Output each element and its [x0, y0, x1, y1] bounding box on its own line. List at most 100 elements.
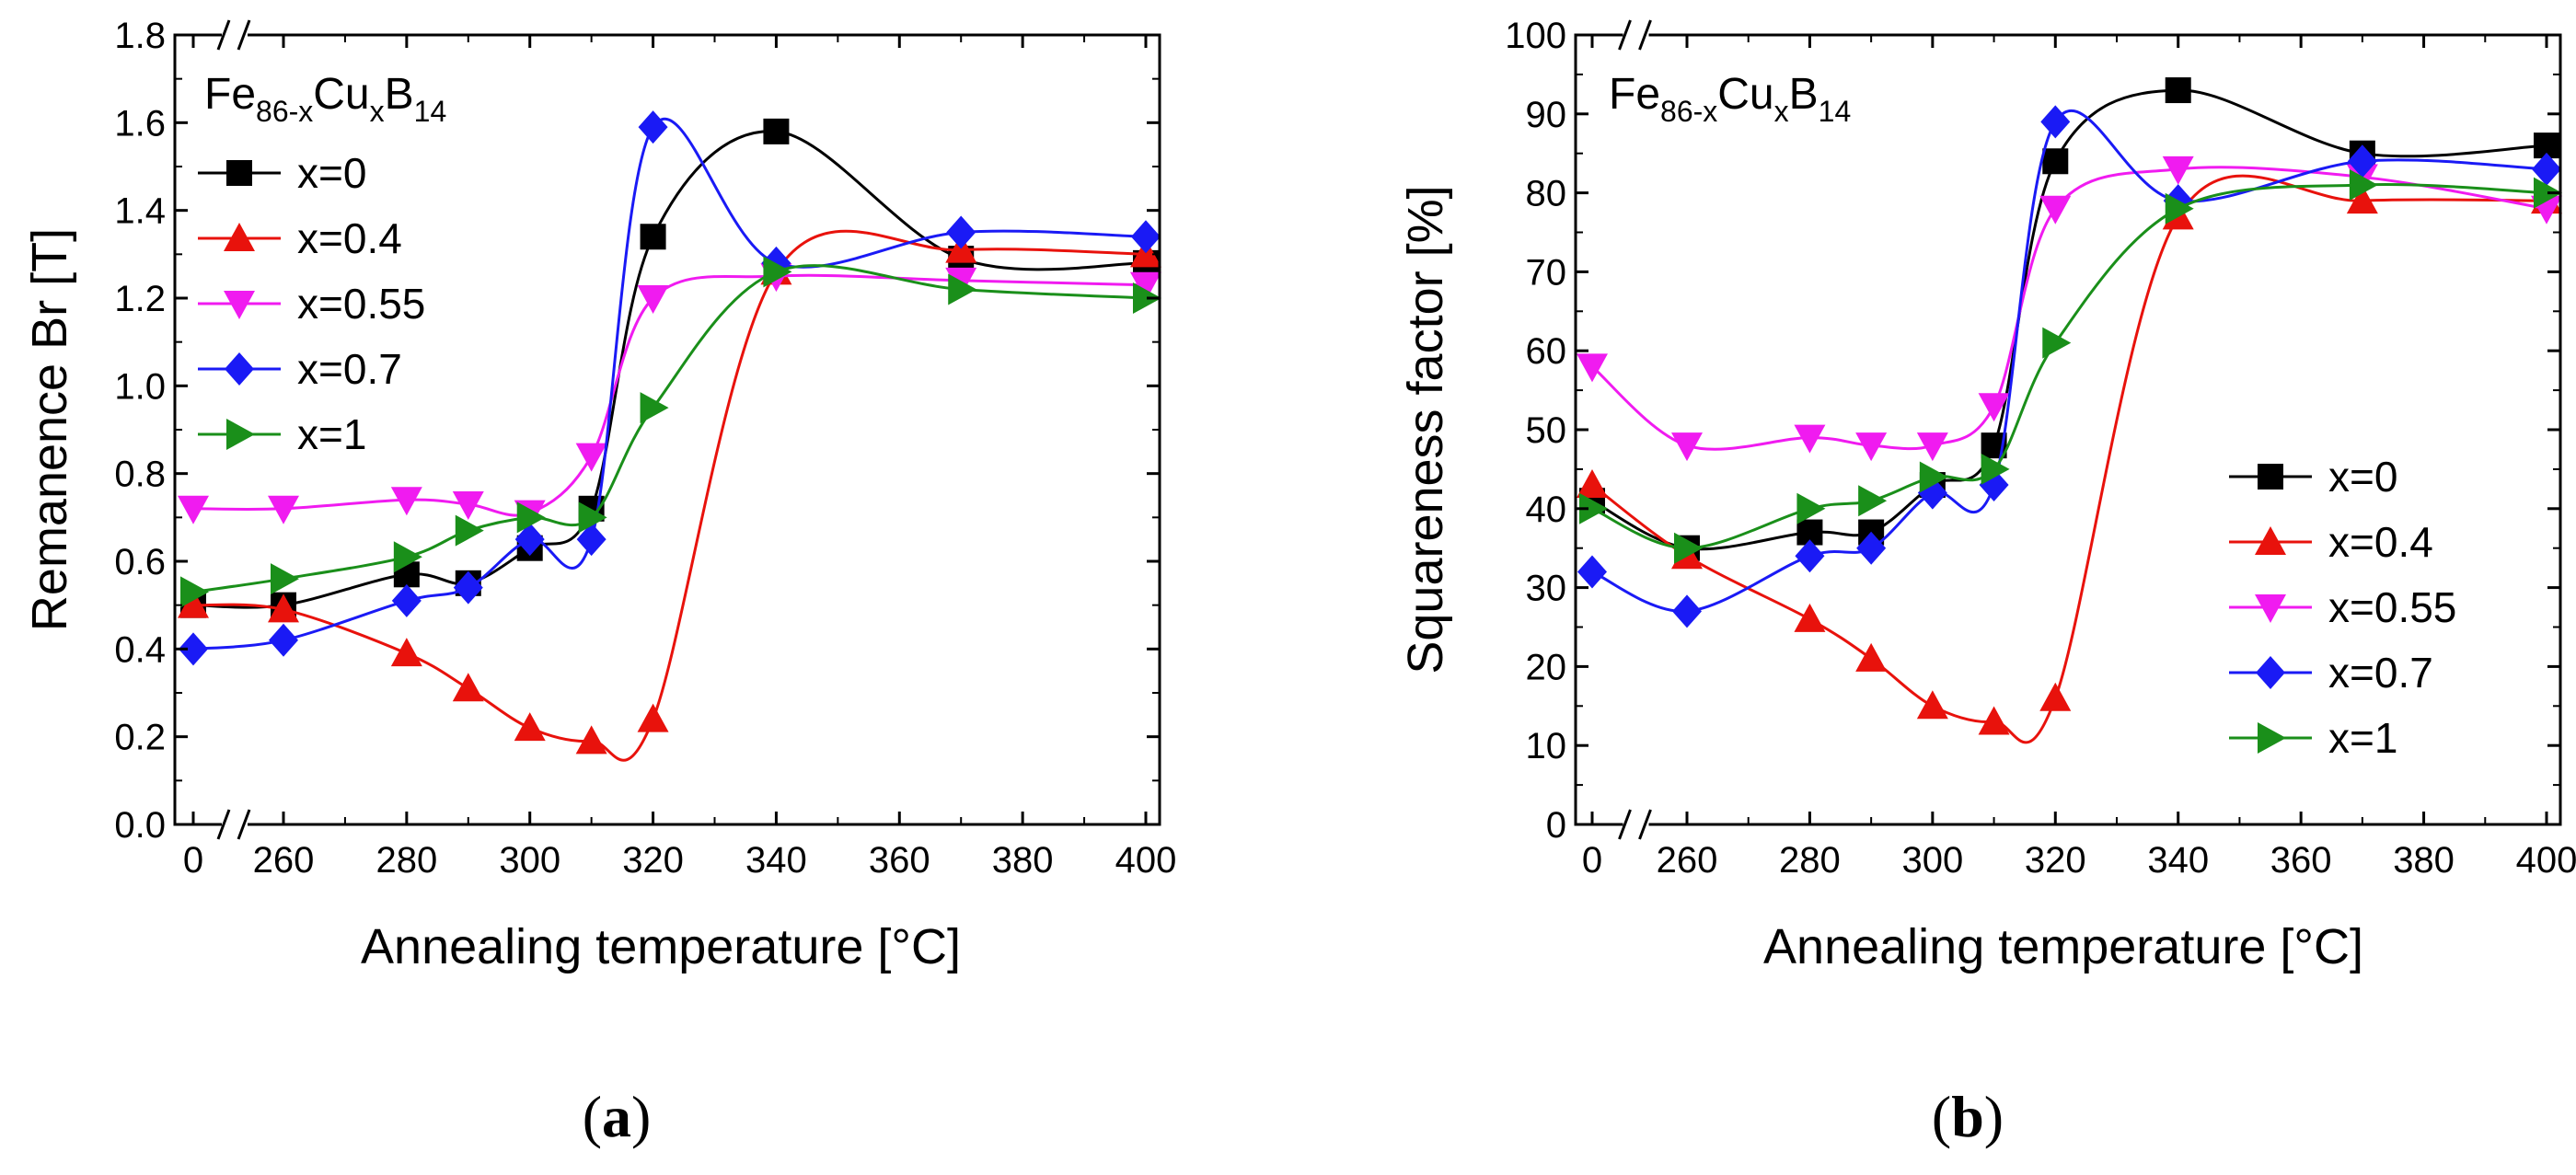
legend-marker-x=1: [2258, 722, 2286, 754]
data-point-x=0.55: [1671, 432, 1703, 462]
axis-break-gap-top: [1623, 30, 1649, 40]
data-point-x=0: [2165, 77, 2191, 104]
formula-label-b: Fe86-xCuxB14: [1609, 70, 1851, 128]
x-tick-label: 380: [2393, 840, 2455, 881]
x-tick-label: 400: [2516, 840, 2576, 881]
data-point-x=0.4: [390, 638, 422, 667]
chart-panel-a: 0.0 0.2 0.4 0.6 0.8 1.0 1.2 1.4 1.6 1.8 0 260 280 300…: [22, 16, 1176, 1149]
data-point-x=0.4: [1916, 690, 1948, 720]
legend-label: x=0.55: [2328, 583, 2456, 631]
data-point-x=0.55: [2039, 195, 2072, 225]
tick-layer-a: 0.0 0.2 0.4 0.6 0.8 1.0 1.2 1.4 1.6 1.8 0 260 280 300…: [114, 16, 1176, 881]
data-point-x=0.55: [575, 443, 607, 472]
axis-break-gap-bottom: [1623, 820, 1649, 829]
axis-break-slash: [1638, 19, 1652, 51]
data-point-x=1: [2349, 169, 2378, 202]
y-tick-label: 1.8: [114, 16, 166, 56]
x-tick-label: 300: [1901, 840, 1963, 881]
y-axis-title-b: Squareness factor [%]: [1398, 185, 1453, 674]
data-point-x=0.7: [1795, 539, 1825, 573]
chart-panel-b: 0 10 20 30 40 50 60 70 80 90 100 0 260 280 300 320 340 36…: [1398, 16, 2576, 1149]
y-tick-label: 0.4: [114, 629, 166, 670]
data-point-x=1: [516, 501, 546, 534]
legend-a: x=0 x=0.4 x=0.55 x=0.7 x=1: [198, 149, 425, 458]
data-point-x=1: [2042, 327, 2072, 359]
series-layer-b: [1577, 77, 2562, 744]
axis-break-gap-bottom: [222, 820, 248, 829]
y-tick-label: 0.0: [114, 805, 166, 846]
data-point-x=0.55: [268, 495, 299, 524]
data-point-x=1: [640, 392, 669, 424]
axis-break-slash: [237, 19, 251, 51]
x-tick-label: 320: [622, 840, 684, 881]
data-point-x=0: [763, 118, 790, 144]
data-point-x=0.4: [514, 712, 546, 742]
data-point-x=0.4: [1978, 706, 2010, 735]
legend-marker-x=0.4: [2255, 526, 2286, 555]
legend-b: x=0 x=0.4 x=0.55 x=0.7 x=1: [2229, 453, 2456, 762]
x-tick-label: 360: [869, 840, 930, 881]
data-point-x=0.55: [1130, 271, 1161, 301]
formula-label-a: Fe86-xCuxB14: [204, 70, 446, 128]
series-line-x=0: [1591, 88, 2547, 551]
axis-break-b: [1618, 19, 1652, 840]
axis-break-slash: [216, 809, 231, 840]
y-axis-title-a: Remanence Br [T]: [22, 228, 77, 631]
axis-break-a: [216, 19, 251, 840]
x-tick-label: 340: [2147, 840, 2209, 881]
panel-label-a: (a): [583, 1084, 652, 1149]
y-tick-label: 0.6: [114, 542, 166, 582]
x-tick-label: 280: [375, 840, 437, 881]
data-point-x=0.55: [452, 491, 484, 521]
y-tick-label: 0.8: [114, 455, 166, 495]
series-layer-a: [178, 110, 1161, 762]
data-point-x=0.55: [637, 285, 669, 314]
data-point-x=1: [1796, 492, 1826, 524]
data-point-x=0.7: [638, 110, 668, 144]
legend-marker-x=0.7: [225, 352, 254, 386]
panel-label-b: (b): [1932, 1084, 2004, 1149]
data-point-x=1: [1858, 485, 1888, 517]
data-point-x=1: [180, 576, 209, 608]
data-point-x=0.55: [1916, 432, 1948, 462]
y-tick-label: 100: [1505, 16, 1566, 56]
series-line-x=0.55: [192, 273, 1147, 517]
y-tick-label: 20: [1526, 647, 1567, 687]
x-tick-label: 0: [183, 840, 203, 881]
data-point-x=0.4: [1794, 603, 1826, 632]
y-tick-label: 30: [1526, 569, 1567, 609]
data-point-x=0.55: [1794, 424, 1826, 454]
y-tick-label: 70: [1526, 252, 1567, 293]
data-point-x=0.55: [2162, 156, 2194, 185]
data-point-x=0.55: [178, 495, 209, 524]
data-point-x=0.55: [1577, 353, 1608, 383]
data-point-x=0.7: [2532, 152, 2561, 186]
data-point-x=0.4: [2346, 185, 2378, 214]
y-tick-label: 60: [1526, 331, 1567, 372]
x-tick-label: 380: [992, 840, 1054, 881]
legend-label: x=0.4: [2328, 518, 2433, 566]
data-point-x=1: [948, 273, 977, 305]
y-tick-label: 1.4: [114, 191, 166, 232]
data-point-x=1: [1919, 461, 1948, 493]
tick-layer-b: 0 10 20 30 40 50 60 70 80 90 100 0 260 280 300 320 340 36…: [1505, 16, 2576, 881]
data-point-x=0.7: [453, 570, 483, 605]
data-point-x=0.4: [637, 703, 669, 732]
x-tick-label: 260: [253, 840, 315, 881]
data-point-x=0.7: [269, 623, 298, 657]
x-tick-label: 400: [1115, 840, 1177, 881]
data-point-x=0.4: [178, 589, 209, 618]
series-line-x=0.4: [1591, 174, 2547, 744]
series-line-x=0.7: [1591, 109, 2547, 613]
data-point-x=0.7: [391, 583, 422, 617]
y-tick-label: 50: [1526, 410, 1567, 451]
y-tick-label: 10: [1526, 726, 1567, 766]
data-point-x=1: [2165, 192, 2194, 225]
axis-break-slash: [1618, 19, 1632, 51]
axis-break-slash: [216, 19, 231, 51]
data-point-x=0.4: [452, 673, 484, 702]
data-point-x=0.4: [575, 725, 607, 755]
data-point-x=1: [455, 514, 484, 547]
x-tick-label: 320: [2025, 840, 2086, 881]
axis-break-slash: [1638, 809, 1652, 840]
